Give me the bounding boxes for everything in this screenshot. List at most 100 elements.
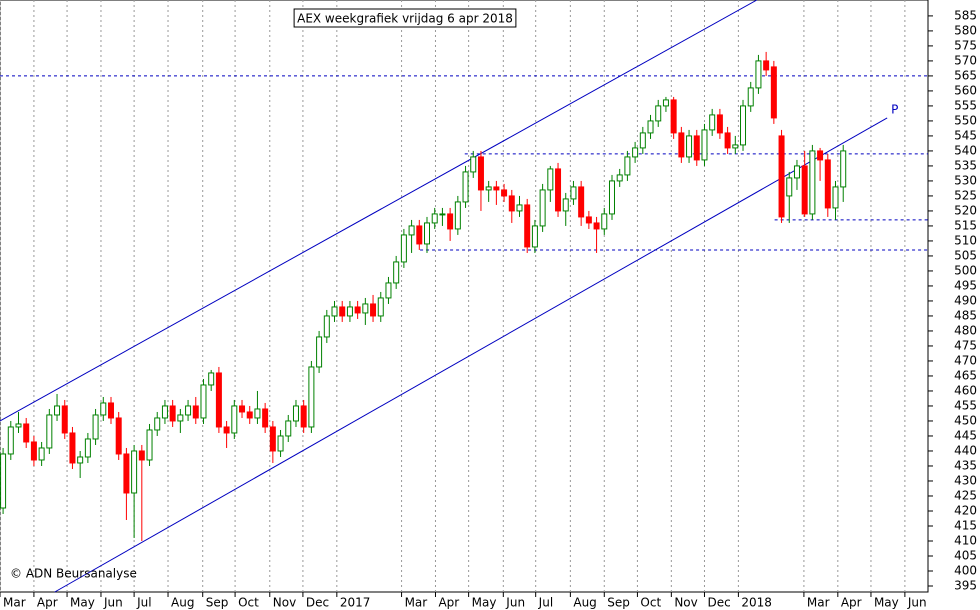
candle-layer <box>0 51 847 541</box>
candle-body <box>817 150 824 161</box>
y-tick-label: 495 <box>954 278 977 292</box>
candle-body <box>323 315 330 338</box>
candle-body <box>254 408 261 419</box>
candle-body <box>701 129 708 161</box>
x-tick-label: Jul <box>136 596 151 610</box>
candle-body <box>655 105 662 122</box>
candle-body <box>393 261 400 284</box>
candle-body <box>501 189 508 197</box>
candle-body <box>69 432 76 464</box>
candle-body <box>809 150 816 215</box>
candle-body <box>30 441 37 461</box>
candle-body <box>485 186 492 191</box>
candle-body <box>632 147 639 158</box>
candle-body <box>624 156 631 176</box>
candle-body <box>262 408 269 428</box>
y-tick-label: 420 <box>954 503 977 517</box>
y-tick-label: 470 <box>954 353 977 367</box>
x-tick-label: 2018 <box>741 596 772 610</box>
x-tick-label: Jun <box>505 596 525 610</box>
y-tick-label: 570 <box>954 53 977 67</box>
candle-body <box>555 168 562 212</box>
y-tick-label: 500 <box>954 263 977 277</box>
x-tick-label: Aug <box>573 596 596 610</box>
candle-body <box>447 213 454 230</box>
candle-body <box>431 213 438 224</box>
candle-body <box>223 426 230 434</box>
candle-body <box>740 105 747 146</box>
candle-body <box>346 306 353 317</box>
candle-body <box>578 186 585 218</box>
y-tick-label: 410 <box>954 533 977 547</box>
x-tick-label: Jun <box>907 596 927 610</box>
candle-body <box>462 171 469 203</box>
candle-body <box>138 450 145 461</box>
candle-body <box>570 186 577 200</box>
x-tick-label: Apr <box>37 596 58 610</box>
candle-body <box>562 198 569 212</box>
candle-body <box>400 234 407 263</box>
candle-body <box>46 414 53 449</box>
candle-body <box>362 303 369 314</box>
candle-body <box>693 135 700 161</box>
y-tick-label: 575 <box>954 38 977 52</box>
x-tick-label: Oct <box>238 596 259 610</box>
x-tick-label: May <box>874 596 899 610</box>
y-tick-label: 520 <box>954 203 977 217</box>
x-tick-label: Sep <box>206 596 229 610</box>
candle-body <box>747 87 754 107</box>
candle-body <box>146 429 153 461</box>
candle-body <box>23 423 30 443</box>
y-tick-label: 580 <box>954 23 977 37</box>
candle-body <box>269 426 276 452</box>
chart-title: AEX weekgrafiek vrijdag 6 apr 2018 <box>297 12 513 26</box>
candle-body <box>131 450 138 494</box>
candle-body <box>470 156 477 173</box>
candle-body <box>755 60 762 89</box>
candle-body <box>161 405 168 419</box>
candle-body <box>531 225 538 248</box>
candle-body <box>107 402 114 419</box>
x-tick-label: Mar <box>405 596 428 610</box>
y-tick-label: 510 <box>954 233 977 247</box>
y-tick-label: 475 <box>954 338 977 352</box>
trend-line <box>54 117 888 593</box>
credit: © ADN Beursanalyse <box>10 567 137 581</box>
candle-body <box>169 405 176 422</box>
y-tick-label: 535 <box>954 158 977 172</box>
y-tick-label: 395 <box>954 578 977 592</box>
y-tick-label: 530 <box>954 173 977 187</box>
x-tick-label: Mar <box>807 596 830 610</box>
y-tick-label: 425 <box>954 488 977 502</box>
x-tick-label: May <box>70 596 95 610</box>
candle-body <box>424 222 431 245</box>
y-tick-label: 435 <box>954 458 977 472</box>
candle-body <box>15 423 22 428</box>
candle-body <box>385 282 392 299</box>
candle-body <box>308 366 315 428</box>
y-tick-label: 455 <box>954 398 977 412</box>
title-box <box>293 8 517 28</box>
candle-body <box>154 417 161 431</box>
candle-body <box>547 168 554 191</box>
y-tick-label: 465 <box>954 368 977 382</box>
line-layer: P <box>0 0 928 593</box>
candle-body <box>300 405 307 428</box>
x-tick-label: Jun <box>103 596 123 610</box>
candle-body <box>0 453 7 509</box>
annotation: P <box>891 102 898 116</box>
y-tick-label: 555 <box>954 98 977 112</box>
candle-body <box>177 414 184 422</box>
candle-body <box>516 204 523 212</box>
candle-body <box>493 186 500 191</box>
candle-body <box>208 372 215 386</box>
y-tick-label: 445 <box>954 428 977 442</box>
candle-body <box>285 420 292 437</box>
candle-body <box>185 405 192 416</box>
axis-layer: 3954004054104154204254304354404454504554… <box>0 8 977 610</box>
candle-body <box>647 120 654 134</box>
x-tick-label: Apr <box>438 596 459 610</box>
candle-body <box>770 66 777 119</box>
x-tick-label: Aug <box>171 596 194 610</box>
